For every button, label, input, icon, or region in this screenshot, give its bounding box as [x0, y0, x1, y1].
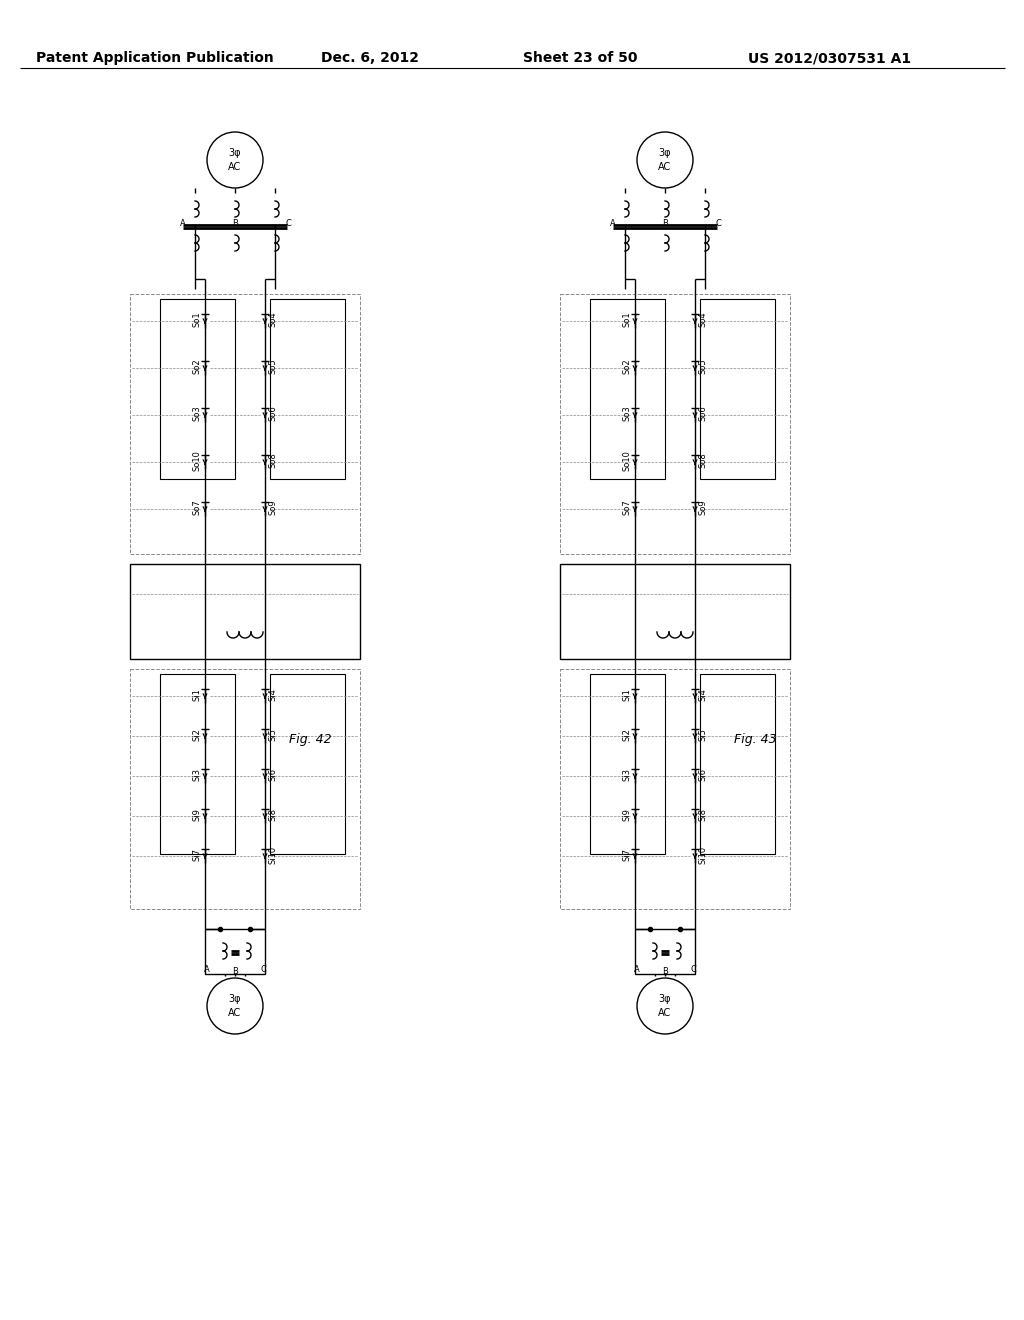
Text: Si7: Si7 — [193, 849, 202, 861]
Text: Fig. 43: Fig. 43 — [733, 734, 776, 747]
Text: Sheet 23 of 50: Sheet 23 of 50 — [522, 51, 637, 65]
Text: So10: So10 — [193, 450, 202, 471]
Text: AC: AC — [228, 1008, 242, 1018]
Bar — [205, 929, 265, 974]
Text: Si9: Si9 — [193, 808, 202, 821]
Text: 3φ: 3φ — [658, 994, 672, 1005]
Text: So3: So3 — [623, 405, 632, 421]
Bar — [130, 294, 360, 554]
Bar — [560, 294, 790, 554]
Text: AC: AC — [228, 162, 242, 172]
Text: So4: So4 — [268, 312, 278, 327]
Text: Si10: Si10 — [698, 846, 707, 863]
Circle shape — [207, 132, 263, 187]
Bar — [270, 300, 345, 479]
Bar — [130, 669, 360, 909]
Text: C: C — [260, 965, 266, 974]
Text: Si4: Si4 — [268, 688, 278, 701]
Bar — [560, 669, 790, 909]
Text: A: A — [634, 965, 640, 974]
Text: So1: So1 — [623, 312, 632, 327]
Bar — [130, 564, 360, 659]
Bar — [700, 300, 775, 479]
Text: C: C — [715, 219, 721, 227]
Text: C: C — [285, 219, 291, 227]
Text: Si4: Si4 — [698, 688, 707, 701]
Text: Si2: Si2 — [623, 729, 632, 741]
Text: B: B — [663, 219, 668, 227]
Text: 3φ: 3φ — [228, 148, 242, 158]
Circle shape — [637, 132, 693, 187]
Text: B: B — [232, 219, 238, 227]
Text: US 2012/0307531 A1: US 2012/0307531 A1 — [749, 51, 911, 65]
Text: So4: So4 — [698, 312, 707, 327]
Text: Si7: Si7 — [623, 849, 632, 861]
Bar — [160, 300, 234, 479]
Text: So3: So3 — [193, 405, 202, 421]
Text: A: A — [610, 219, 615, 227]
Text: 3φ: 3φ — [228, 994, 242, 1005]
Text: Si6: Si6 — [268, 768, 278, 781]
Text: Si10: Si10 — [268, 846, 278, 863]
Text: So5: So5 — [698, 359, 707, 375]
Text: So6: So6 — [698, 405, 707, 421]
Text: Si8: Si8 — [268, 808, 278, 821]
Text: Si9: Si9 — [623, 808, 632, 821]
Text: B: B — [232, 966, 238, 975]
Text: So7: So7 — [193, 500, 202, 516]
Text: Si3: Si3 — [193, 768, 202, 781]
Bar — [270, 675, 345, 854]
Text: C: C — [690, 965, 696, 974]
Bar — [590, 675, 665, 854]
Text: B: B — [663, 966, 668, 975]
Text: Fig. 42: Fig. 42 — [289, 734, 332, 747]
Text: A: A — [180, 219, 186, 227]
Text: So2: So2 — [623, 359, 632, 375]
Text: Si3: Si3 — [623, 768, 632, 781]
Text: Si6: Si6 — [698, 768, 707, 781]
Bar — [635, 929, 695, 974]
Text: Si5: Si5 — [268, 729, 278, 741]
Text: Si8: Si8 — [698, 808, 707, 821]
Text: So9: So9 — [268, 500, 278, 515]
Text: Si1: Si1 — [623, 688, 632, 701]
Text: So9: So9 — [698, 500, 707, 515]
Text: Si1: Si1 — [193, 688, 202, 701]
Text: 3φ: 3φ — [658, 148, 672, 158]
Circle shape — [637, 978, 693, 1034]
Text: AC: AC — [658, 1008, 672, 1018]
Bar — [590, 300, 665, 479]
Bar — [160, 675, 234, 854]
Text: Si5: Si5 — [698, 729, 707, 741]
Text: So10: So10 — [623, 450, 632, 471]
Text: So8: So8 — [268, 453, 278, 469]
Text: A: A — [204, 965, 210, 974]
Text: Si2: Si2 — [193, 729, 202, 741]
Text: So6: So6 — [268, 405, 278, 421]
Circle shape — [207, 978, 263, 1034]
Text: So2: So2 — [193, 359, 202, 375]
Text: So1: So1 — [193, 312, 202, 327]
Text: So8: So8 — [698, 453, 707, 469]
Bar — [560, 564, 790, 659]
Text: Dec. 6, 2012: Dec. 6, 2012 — [321, 51, 419, 65]
Text: So5: So5 — [268, 359, 278, 375]
Bar — [700, 675, 775, 854]
Text: AC: AC — [658, 162, 672, 172]
Text: Patent Application Publication: Patent Application Publication — [36, 51, 273, 65]
Text: So7: So7 — [623, 500, 632, 516]
